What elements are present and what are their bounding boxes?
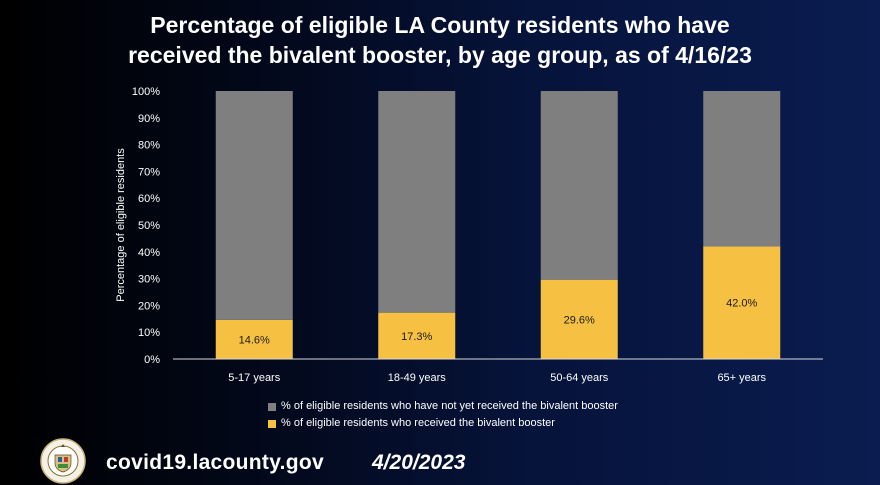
y-tick-label: 90% bbox=[138, 113, 160, 125]
legend-item-not-received: % of eligible residents who have not yet… bbox=[268, 398, 618, 415]
footer-url[interactable]: covid19.lacounty.gov bbox=[106, 451, 324, 474]
y-tick-label: 40% bbox=[138, 247, 160, 259]
y-axis-label: Percentage of eligible residents bbox=[115, 148, 127, 302]
bar-not-received bbox=[215, 91, 293, 320]
chart-title-line-2: received the bivalent booster, by age gr… bbox=[128, 42, 752, 68]
x-tick-label: 18-49 years bbox=[388, 372, 447, 384]
stacked-bar-chart: Percentage of eligible residents 0% 10% 20%… bbox=[115, 86, 823, 384]
y-tick-label: 60% bbox=[138, 193, 160, 205]
bar-received bbox=[215, 319, 293, 359]
x-tick-label: 5-17 years bbox=[228, 372, 280, 384]
data-label: 17.3% bbox=[401, 331, 432, 343]
x-tick-label: 65+ years bbox=[717, 372, 766, 384]
la-county-seal-icon bbox=[40, 438, 86, 484]
data-label: 29.6% bbox=[564, 314, 595, 326]
chart-title-line-1: Percentage of eligible LA County residen… bbox=[150, 12, 730, 38]
y-tick-label: 0% bbox=[144, 354, 160, 366]
chart-legend: % of eligible residents who have not yet… bbox=[268, 398, 618, 432]
legend-label-not-received: % of eligible residents who have not yet… bbox=[281, 400, 618, 412]
bar-received bbox=[540, 279, 618, 359]
y-tick-label: 100% bbox=[132, 86, 160, 98]
legend-swatch-received bbox=[268, 419, 276, 428]
y-tick-label: 70% bbox=[138, 166, 160, 178]
x-tick-label: 50-64 years bbox=[550, 372, 609, 384]
bar-not-received bbox=[378, 91, 456, 313]
bar-not-received bbox=[540, 91, 618, 280]
y-tick-label: 80% bbox=[138, 140, 160, 152]
data-label: 42.0% bbox=[726, 298, 757, 310]
bar-received bbox=[703, 246, 781, 359]
legend-label-received: % of eligible residents who received the… bbox=[281, 417, 555, 429]
footer-date: 4/20/2023 bbox=[372, 451, 466, 474]
y-tick-label: 20% bbox=[138, 300, 160, 312]
legend-swatch-not-received bbox=[268, 402, 276, 411]
y-tick-label: 30% bbox=[138, 274, 160, 286]
y-tick-label: 10% bbox=[138, 327, 160, 339]
chart-title: Percentage of eligible LA County residen… bbox=[0, 10, 880, 70]
bar-received bbox=[378, 312, 456, 359]
bar-not-received bbox=[703, 91, 781, 247]
legend-item-received: % of eligible residents who received the… bbox=[268, 415, 618, 432]
y-tick-label: 50% bbox=[138, 220, 160, 232]
data-label: 14.6% bbox=[239, 334, 270, 346]
